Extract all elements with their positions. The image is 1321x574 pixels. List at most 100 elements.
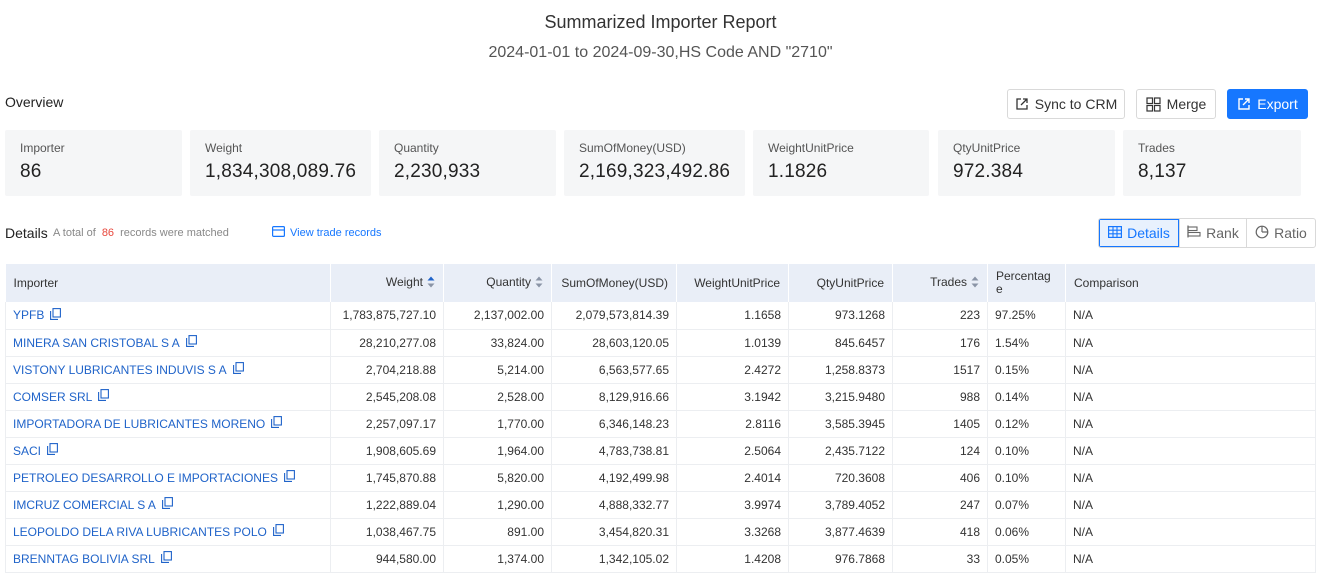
table-body: YPFB 1,783,875,727.10 2,137,002.00 2,079,57… bbox=[5, 302, 1316, 573]
table-row: SACI 1,908,605.69 1,964.00 4,783,738.81 2.50… bbox=[5, 437, 1316, 465]
table-header-row: Importer Weight Quantity SumOfMoney(USD)… bbox=[5, 264, 1316, 302]
external-link-icon bbox=[1015, 97, 1029, 111]
copy-icon[interactable] bbox=[185, 335, 197, 350]
stat-value: 1.1826 bbox=[768, 161, 828, 182]
sync-to-crm-button[interactable]: Sync to CRM bbox=[1007, 89, 1125, 119]
importer-cell: BRENNTAG BOLIVIA SRL bbox=[5, 545, 331, 573]
table-row: COMSER SRL 2,545,208.08 2,528.00 8,129,916.… bbox=[5, 383, 1316, 411]
column-header-quantity[interactable]: Quantity bbox=[443, 264, 552, 302]
percentage-cell: 0.05% bbox=[987, 545, 1066, 573]
report-title: Summarized Importer Report bbox=[544, 12, 777, 32]
merge-button[interactable]: Merge bbox=[1136, 89, 1216, 119]
copy-icon[interactable] bbox=[160, 551, 172, 566]
comparison-cell: N/A bbox=[1065, 545, 1316, 573]
importer-cell: COMSER SRL bbox=[5, 383, 331, 411]
weight-unit-price-cell: 1.4208 bbox=[676, 545, 789, 573]
column-header-comparison: Comparison bbox=[1065, 264, 1316, 302]
copy-icon[interactable] bbox=[47, 443, 58, 458]
tab-ratio-label: Ratio bbox=[1274, 225, 1307, 241]
weight-cell: 2,545,208.08 bbox=[330, 383, 444, 411]
sort-icon[interactable] bbox=[971, 276, 979, 291]
importer-link[interactable]: COMSER SRL bbox=[13, 389, 110, 404]
trades-cell: 1405 bbox=[892, 410, 988, 438]
table-row: MINERA SAN CRISTOBAL S A 28,210,277.08 33,… bbox=[5, 329, 1316, 357]
copy-icon[interactable] bbox=[284, 470, 295, 485]
tab-details[interactable]: Details bbox=[1099, 219, 1179, 247]
weight-unit-price-cell: 2.5064 bbox=[676, 437, 789, 465]
copy-icon[interactable] bbox=[232, 362, 244, 377]
weight-unit-price-cell: 1.1658 bbox=[676, 302, 789, 330]
weight-cell: 1,038,467.75 bbox=[330, 518, 444, 546]
qty-unit-price-cell: 1,258.8373 bbox=[788, 356, 893, 384]
comparison-cell: N/A bbox=[1065, 383, 1316, 411]
sum-of-money-cell: 3,454,820.31 bbox=[551, 518, 677, 546]
sort-icon[interactable] bbox=[427, 276, 435, 291]
importer-cell: VISTONY LUBRICANTES INDUVIS S A bbox=[5, 356, 331, 384]
comparison-cell: N/A bbox=[1065, 356, 1316, 384]
trades-cell: 223 bbox=[892, 302, 988, 330]
sort-icon[interactable] bbox=[535, 276, 543, 291]
comparison-cell: N/A bbox=[1065, 410, 1316, 438]
column-header-weight[interactable]: Weight bbox=[330, 264, 444, 302]
trades-cell: 33 bbox=[892, 545, 988, 573]
importer-link[interactable]: LEOPOLDO DELA RIVA LUBRICANTES POLO bbox=[13, 524, 284, 539]
qty-unit-price-cell: 2,435.7122 bbox=[788, 437, 893, 465]
stat-label: Trades bbox=[1138, 141, 1175, 155]
trades-cell: 176 bbox=[892, 329, 988, 357]
sum-of-money-cell: 4,888,332.77 bbox=[551, 491, 677, 519]
stat-card-qty-unit-price: QtyUnitPrice 972.384 bbox=[938, 130, 1115, 196]
importer-link[interactable]: MINERA SAN CRISTOBAL S A bbox=[13, 335, 197, 350]
importer-link[interactable]: PETROLEO DESARROLLO E IMPORTACIONES bbox=[13, 470, 295, 485]
weight-cell: 1,783,875,727.10 bbox=[330, 302, 444, 330]
importer-cell: IMPORTADORA DE LUBRICANTES MORENO bbox=[5, 410, 331, 438]
quantity-cell: 2,137,002.00 bbox=[443, 302, 552, 330]
stat-label: Quantity bbox=[394, 141, 439, 155]
sum-of-money-cell: 8,129,916.66 bbox=[551, 383, 677, 411]
trades-cell: 418 bbox=[892, 518, 988, 546]
stat-value: 2,169,323,492.86 bbox=[579, 161, 731, 182]
sum-of-money-cell: 4,783,738.81 bbox=[551, 437, 677, 465]
bar-rank-icon bbox=[1187, 225, 1201, 241]
percentage-cell: 0.06% bbox=[987, 518, 1066, 546]
column-header-percentage: Percentag e bbox=[987, 264, 1066, 302]
table-row: VISTONY LUBRICANTES INDUVIS S A 2,704,218… bbox=[5, 356, 1316, 384]
overview-heading: Overview bbox=[5, 94, 64, 110]
view-trade-records-link[interactable]: View trade records bbox=[272, 226, 382, 240]
weight-unit-price-cell: 1.0139 bbox=[676, 329, 789, 357]
trades-cell: 1517 bbox=[892, 356, 988, 384]
stat-label: QtyUnitPrice bbox=[953, 141, 1021, 155]
importer-cell: LEOPOLDO DELA RIVA LUBRICANTES POLO bbox=[5, 518, 331, 546]
quantity-cell: 5,214.00 bbox=[443, 356, 552, 384]
percentage-cell: 97.25% bbox=[987, 302, 1066, 330]
table-row: LEOPOLDO DELA RIVA LUBRICANTES POLO 1,038… bbox=[5, 518, 1316, 546]
export-button[interactable]: Export bbox=[1227, 89, 1308, 119]
copy-icon[interactable] bbox=[272, 524, 284, 539]
column-header-trades[interactable]: Trades bbox=[892, 264, 988, 302]
importer-link[interactable]: SACI bbox=[13, 443, 58, 458]
comparison-cell: N/A bbox=[1065, 491, 1316, 519]
importer-cell: IMCRUZ COMERCIAL S A bbox=[5, 491, 331, 519]
importer-link[interactable]: YPFB bbox=[13, 307, 62, 323]
percentage-cell: 0.12% bbox=[987, 410, 1066, 438]
copy-icon[interactable] bbox=[271, 416, 283, 431]
importer-link[interactable]: VISTONY LUBRICANTES INDUVIS S A bbox=[13, 362, 244, 377]
copy-icon[interactable] bbox=[98, 389, 110, 404]
tab-rank[interactable]: Rank bbox=[1179, 219, 1246, 247]
importer-link[interactable]: IMPORTADORA DE LUBRICANTES MORENO bbox=[13, 416, 283, 431]
view-trade-records-label: View trade records bbox=[290, 227, 382, 239]
quantity-cell: 33,824.00 bbox=[443, 329, 552, 357]
export-icon bbox=[1237, 97, 1251, 111]
comparison-cell: N/A bbox=[1065, 518, 1316, 546]
qty-unit-price-cell: 3,215.9480 bbox=[788, 383, 893, 411]
copy-icon[interactable] bbox=[50, 307, 62, 323]
comparison-cell: N/A bbox=[1065, 302, 1316, 330]
trades-cell: 124 bbox=[892, 437, 988, 465]
copy-icon[interactable] bbox=[161, 497, 173, 512]
percentage-cell: 0.07% bbox=[987, 491, 1066, 519]
tab-rank-label: Rank bbox=[1206, 225, 1239, 241]
quantity-cell: 1,770.00 bbox=[443, 410, 552, 438]
tab-ratio[interactable]: Ratio bbox=[1246, 219, 1315, 247]
importer-link[interactable]: IMCRUZ COMERCIAL S A bbox=[13, 497, 173, 512]
importer-table: Importer Weight Quantity SumOfMoney(USD)… bbox=[5, 264, 1316, 573]
importer-link[interactable]: BRENNTAG BOLIVIA SRL bbox=[13, 551, 172, 566]
